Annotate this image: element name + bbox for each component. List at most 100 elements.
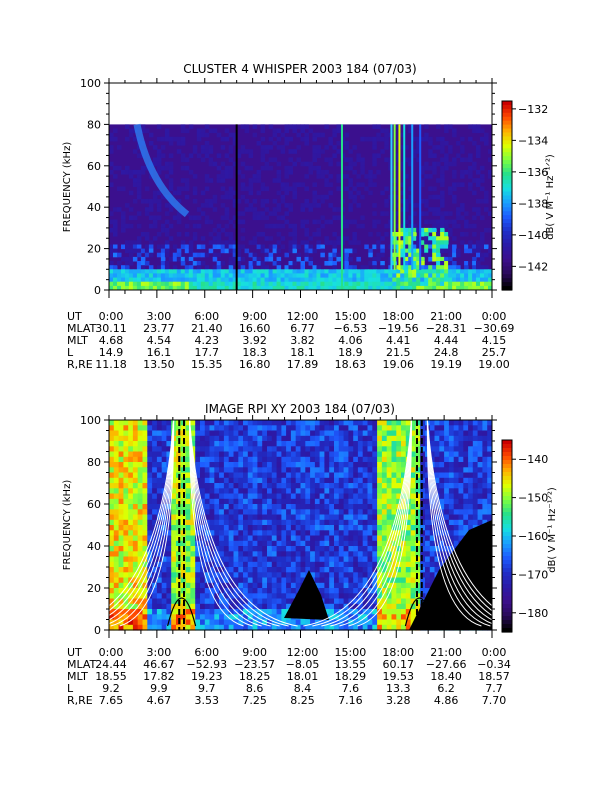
spectrogram-cell <box>277 525 282 531</box>
spectrogram-cell <box>109 499 114 505</box>
spectrogram-cell <box>185 158 190 163</box>
spectrogram-cell <box>396 478 401 484</box>
spectrogram-cell <box>353 462 358 468</box>
spectrogram-cell <box>229 441 234 447</box>
spectrogram-cell <box>456 141 461 146</box>
spectrogram-cell <box>382 452 387 458</box>
spectrogram-cell <box>301 525 306 531</box>
spectrogram-cell <box>113 269 118 274</box>
spectrogram-cell <box>444 282 449 287</box>
spectrogram-cell <box>138 457 143 463</box>
spectrogram-cell <box>444 153 449 158</box>
spectrogram-cell <box>344 536 349 542</box>
spectrogram-cell <box>324 567 329 573</box>
spectrogram-cell <box>109 269 114 274</box>
spectrogram-cell <box>352 232 357 237</box>
spectrogram-cell <box>201 149 206 154</box>
spectrogram-cell <box>234 457 239 463</box>
colorbar-cell <box>502 231 512 236</box>
spectrogram-cell <box>439 488 444 494</box>
spectrogram-cell <box>301 536 306 542</box>
spectrogram-cell <box>368 253 373 258</box>
spectrogram-cell <box>364 137 369 142</box>
spectrogram-cell <box>229 249 234 254</box>
spectrogram-cell <box>476 282 481 287</box>
spectrogram-cell <box>201 273 206 278</box>
spectrogram-cell <box>162 583 167 589</box>
spectrogram-cell <box>377 504 382 510</box>
spectrogram-cell <box>382 431 387 437</box>
spectrogram-cell <box>344 273 349 278</box>
spectrogram-cell <box>281 452 286 458</box>
spectrogram-cell <box>219 546 224 552</box>
spectrogram-cell <box>171 557 176 563</box>
spectrogram-cell <box>229 236 234 241</box>
spectrogram-cell <box>141 265 146 270</box>
spectrogram-cell <box>200 436 205 442</box>
spectrogram-cell <box>334 551 339 557</box>
spectrogram-cell <box>411 562 416 568</box>
spectrogram-cell <box>217 240 222 245</box>
spectrogram-cell <box>368 467 373 473</box>
spectrogram-cell <box>119 551 124 557</box>
spectrogram-cell <box>305 551 310 557</box>
spectrogram-cell <box>317 278 322 283</box>
spectrogram-cell <box>452 162 457 167</box>
spectrogram-cell <box>186 609 191 615</box>
spectrogram-cell <box>189 265 194 270</box>
spectrogram-cell <box>424 220 429 225</box>
spectrogram-cell <box>253 530 258 536</box>
spectrogram-cell <box>310 457 315 463</box>
spectrogram-cell <box>480 269 485 274</box>
spectrogram-cell <box>297 133 302 138</box>
spectrogram-cell <box>464 211 469 216</box>
spectrogram-cell <box>392 604 397 610</box>
spectrogram-cell <box>411 478 416 484</box>
colorbar-tick-label: −142 <box>518 260 548 273</box>
spectrogram-cell <box>358 530 363 536</box>
spectrogram-cell <box>334 441 339 447</box>
spectrogram-cell <box>162 562 167 568</box>
spectrogram-cell <box>281 446 286 452</box>
spectrogram-cell <box>358 420 363 426</box>
spectrogram-cell <box>377 541 382 547</box>
spectrogram-cell <box>123 452 128 458</box>
spectrogram-cell <box>317 228 322 233</box>
spectrogram-cell <box>472 166 477 171</box>
spectrogram-cell <box>210 604 215 610</box>
spectrogram-cell <box>380 249 385 254</box>
spectrogram-cell <box>377 462 382 468</box>
spectrogram-cell <box>293 228 298 233</box>
spectrogram-cell <box>310 452 315 458</box>
spectrogram-cell <box>324 182 329 187</box>
spectrogram-cell <box>336 253 341 258</box>
spectrogram-cell <box>177 278 182 283</box>
spectrogram-cell <box>480 137 485 142</box>
spectrogram-cell <box>197 224 202 229</box>
spectrogram-cell <box>123 425 128 431</box>
colorbar-cell <box>502 270 512 275</box>
spectrogram-cell <box>459 504 464 510</box>
spectrogram-cell <box>336 236 341 241</box>
spectrogram-cell <box>353 483 358 489</box>
spectrogram-cell <box>153 282 158 287</box>
spectrogram-cell <box>406 567 411 573</box>
spectrogram-cell <box>147 520 152 526</box>
spectrogram-cell <box>109 520 114 526</box>
spectrogram-cell <box>444 431 449 437</box>
spectrogram-cell <box>165 203 170 208</box>
spectrogram-cell <box>387 446 392 452</box>
spectrogram-cell <box>313 153 318 158</box>
spectrogram-cell <box>424 232 429 237</box>
spectrogram-cell <box>344 166 349 171</box>
spectrogram-cell <box>162 425 167 431</box>
spectrogram-cell <box>448 282 453 287</box>
spectrogram-cell <box>432 278 437 283</box>
spectrogram-cell <box>286 557 291 563</box>
spectrogram-cell <box>277 530 282 536</box>
spectrogram-cell <box>464 261 469 266</box>
spectrogram-cell <box>444 240 449 245</box>
spectrogram-cell <box>428 137 433 142</box>
spectrogram-cell <box>190 593 195 599</box>
spectrogram-cell <box>248 499 253 505</box>
